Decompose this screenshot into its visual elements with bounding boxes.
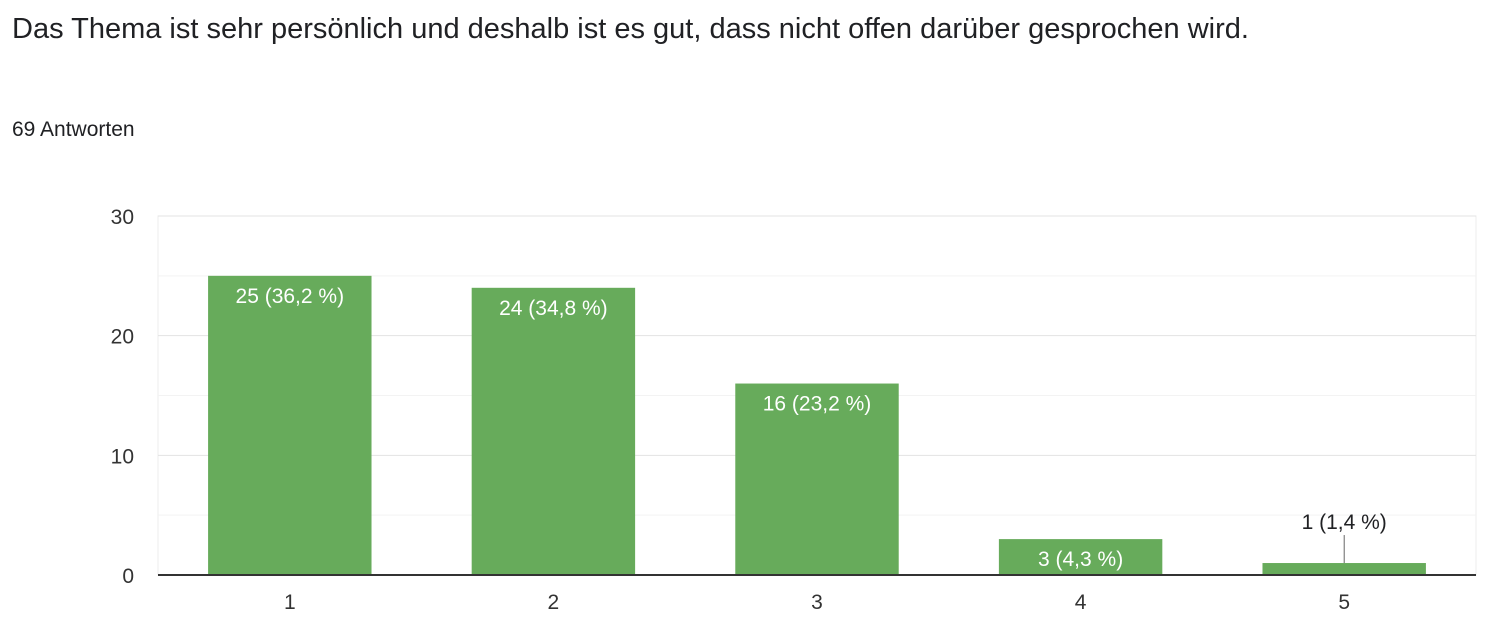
bars: 25 (36,2 %) 24 (34,8 %) 16 (23,2 %) 3 (4,3 … (208, 275, 1426, 575)
x-tick-label: 1 (284, 591, 296, 614)
bar (208, 275, 372, 575)
y-tick-label: 30 (111, 206, 134, 229)
y-axis-ticks: 0 10 20 30 (111, 206, 134, 588)
x-tick-label: 2 (548, 591, 560, 614)
bar (735, 383, 899, 575)
bar (1262, 563, 1426, 575)
response-count: 69 Antworten (12, 118, 135, 141)
bar-data-label: 16 (23,2 %) (763, 393, 872, 416)
x-tick-label: 3 (811, 591, 823, 614)
x-tick-label: 4 (1075, 591, 1087, 614)
bar (998, 539, 1163, 575)
bar-data-label: 25 (36,2 %) (236, 285, 345, 308)
y-tick-label: 20 (111, 326, 134, 349)
bar-data-label: 24 (34,8 %) (499, 297, 608, 320)
x-tick-label: 5 (1338, 591, 1350, 614)
y-tick-label: 0 (122, 565, 134, 588)
x-axis-ticks: 1 2 3 4 5 (284, 591, 1350, 614)
question-title: Das Thema ist sehr persönlich und deshal… (12, 13, 1249, 45)
bar-data-label: 3 (4,3 %) (1038, 548, 1123, 571)
y-tick-label: 10 (111, 445, 134, 468)
bar-data-label: 1 (1,4 %) (1302, 511, 1387, 534)
bar (471, 287, 636, 575)
